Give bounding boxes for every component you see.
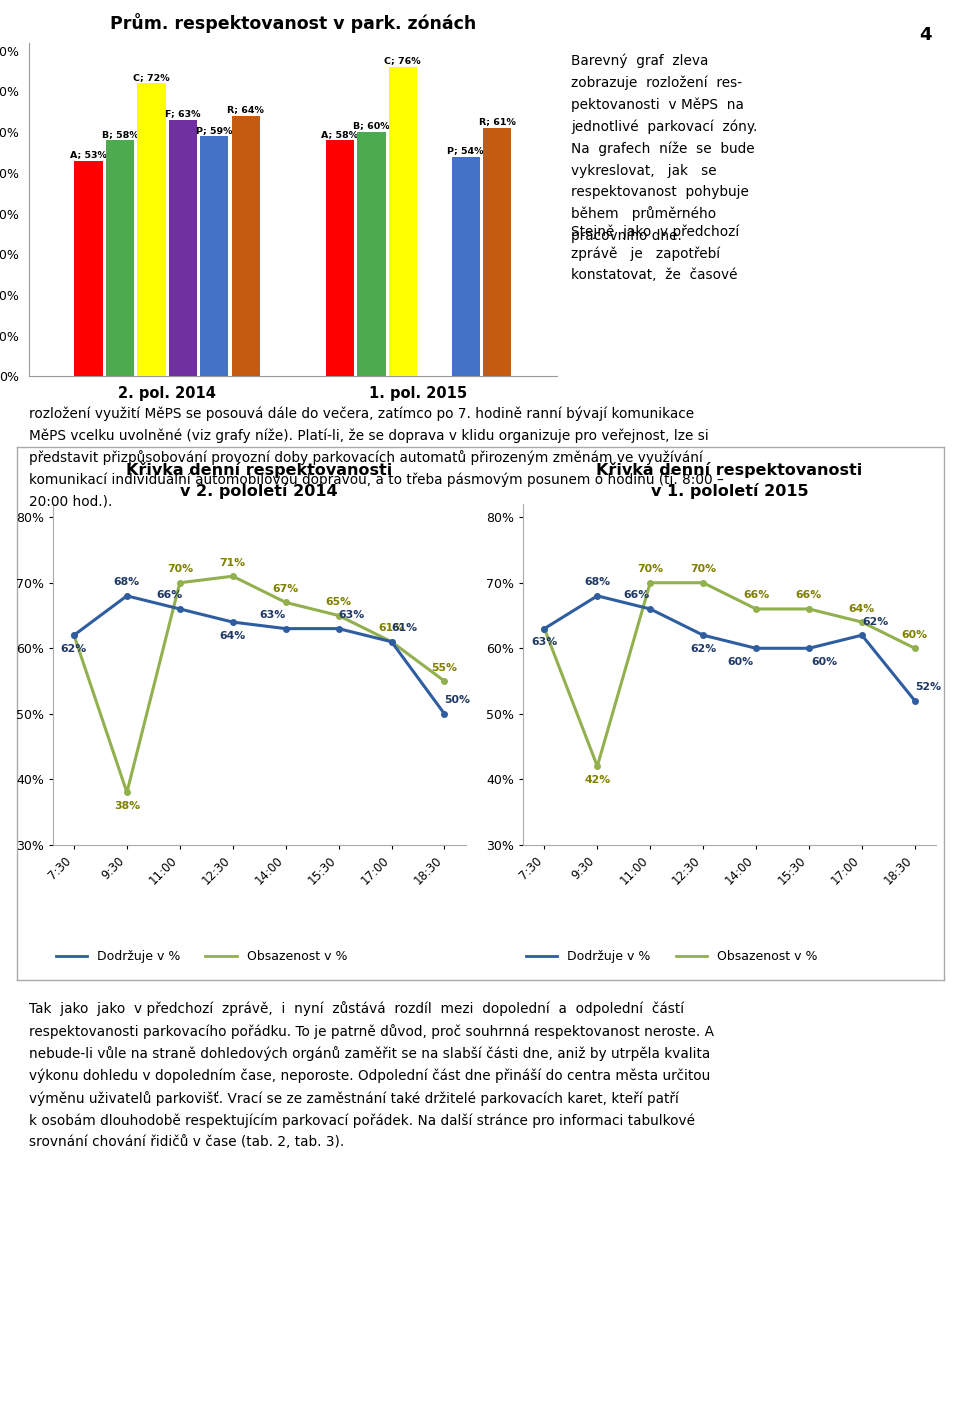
Text: P; 54%: P; 54% xyxy=(447,146,484,155)
Text: 63%: 63% xyxy=(339,611,365,621)
Text: 66%: 66% xyxy=(743,591,769,601)
Text: P; 59%: P; 59% xyxy=(196,125,232,135)
Title: Křivka denní respektovanosti
v 1. pololetí 2015: Křivka denní respektovanosti v 1. polole… xyxy=(596,462,863,498)
Text: 52%: 52% xyxy=(915,682,941,692)
Text: 66%: 66% xyxy=(156,591,182,601)
Text: A; 58%: A; 58% xyxy=(322,129,358,139)
Text: 63%: 63% xyxy=(259,611,285,621)
Legend: Dodržuje v %, Obsazenost v %: Dodržuje v %, Obsazenost v % xyxy=(521,946,823,968)
Text: 66%: 66% xyxy=(624,591,650,601)
Bar xyxy=(200,136,228,376)
Bar xyxy=(231,116,260,376)
Text: A; 53%: A; 53% xyxy=(70,151,107,159)
Bar xyxy=(106,141,134,376)
Text: 68%: 68% xyxy=(114,578,140,588)
Text: 70%: 70% xyxy=(637,564,663,574)
Text: 62%: 62% xyxy=(862,616,888,626)
Text: 63%: 63% xyxy=(531,638,558,648)
Text: Barevný  graf  zleva
zobrazuje  rozložení  res-
pektovanosti  v MěPS  na
jednotl: Barevný graf zleva zobrazuje rozložení r… xyxy=(571,54,757,243)
Text: 70%: 70% xyxy=(167,564,193,574)
Text: 60%: 60% xyxy=(901,629,928,640)
Bar xyxy=(483,128,512,376)
Text: 60%: 60% xyxy=(812,657,838,667)
Text: B; 58%: B; 58% xyxy=(102,129,138,139)
Text: C; 72%: C; 72% xyxy=(133,72,170,82)
Text: 60%: 60% xyxy=(727,657,754,667)
Bar xyxy=(451,156,480,376)
Text: 50%: 50% xyxy=(444,696,470,706)
Text: 61%: 61% xyxy=(378,623,404,633)
Bar xyxy=(74,160,103,376)
Text: 38%: 38% xyxy=(114,801,140,811)
Text: 62%: 62% xyxy=(690,643,716,653)
Text: 64%: 64% xyxy=(220,630,246,640)
Bar xyxy=(137,84,165,376)
Text: F; 63%: F; 63% xyxy=(165,109,201,118)
Text: 67%: 67% xyxy=(273,584,299,594)
Title: Prům. respektovanost v park. zónách: Prům. respektovanost v park. zónách xyxy=(109,13,476,33)
Text: C; 76%: C; 76% xyxy=(385,57,421,65)
Text: Stejně  jako  v předchozí
zprávě   je   zapotřebí
konstatovat,  že  časové: Stejně jako v předchozí zprávě je zapotř… xyxy=(571,224,739,283)
Text: 65%: 65% xyxy=(325,596,351,606)
Text: R; 61%: R; 61% xyxy=(479,118,516,126)
Title: Křivka denní respektovanosti
v 2. pololetí 2014: Křivka denní respektovanosti v 2. polole… xyxy=(126,462,393,498)
Text: 62%: 62% xyxy=(60,643,87,653)
Text: rozložení využití MěPS se posouvá dále do večera, zatímco po 7. hodině ranní býv: rozložení využití MěPS se posouvá dále d… xyxy=(29,406,724,508)
Text: 42%: 42% xyxy=(585,775,611,785)
Text: 70%: 70% xyxy=(690,564,716,574)
Text: 64%: 64% xyxy=(849,604,875,613)
Bar xyxy=(389,67,417,376)
Text: 68%: 68% xyxy=(585,578,611,588)
Legend: Dodržuje v %, Obsazenost v %: Dodržuje v %, Obsazenost v % xyxy=(51,946,352,968)
Text: B; 60%: B; 60% xyxy=(353,122,390,131)
Text: 71%: 71% xyxy=(220,558,246,568)
Text: Tak  jako  jako  v předchozí  zprávě,  i  nyní  zůstává  rozdíl  mezi  dopolední: Tak jako jako v předchozí zprávě, i nyní… xyxy=(29,1001,714,1149)
Text: R; 64%: R; 64% xyxy=(228,105,264,114)
Text: 4: 4 xyxy=(919,26,931,44)
Bar xyxy=(325,141,354,376)
Text: 66%: 66% xyxy=(796,591,822,601)
Text: 61%: 61% xyxy=(392,623,418,633)
Bar xyxy=(357,132,386,376)
Bar xyxy=(169,119,197,376)
Text: 55%: 55% xyxy=(431,663,457,673)
